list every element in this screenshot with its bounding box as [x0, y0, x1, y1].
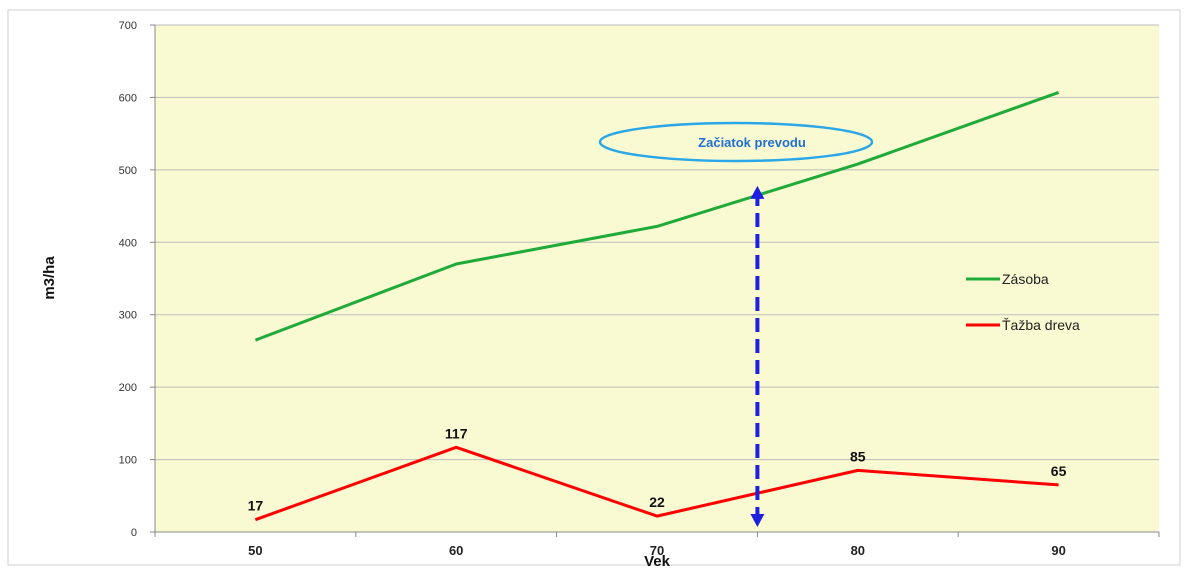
- annotation-arrow-head-down: [750, 514, 765, 527]
- y-tick-label-700: 700: [119, 20, 137, 32]
- legend-label-1: Ťažba dreva: [1002, 317, 1080, 333]
- annotation-arrow-head-up: [750, 185, 765, 199]
- annotation-ellipse: [598, 121, 874, 163]
- series: 17 117 22 85 65: [248, 90, 1067, 522]
- annotation-text: Začiatok prevodu: [698, 135, 806, 150]
- y-tick-label-600: 600: [119, 92, 137, 104]
- series-line-0: [254, 90, 1060, 342]
- data-label-1-2: 22: [649, 494, 665, 510]
- y-tick-label-400: 400: [119, 237, 137, 249]
- data-label-1-0: 17: [248, 498, 264, 514]
- data-label-1-1: 117: [445, 425, 468, 441]
- y-tick-label-200: 200: [119, 382, 137, 394]
- x-axis-label: Vek: [644, 553, 671, 569]
- y-axis-label: m3/ha: [41, 256, 58, 300]
- y-tick-label-100: 100: [119, 455, 137, 467]
- legend: Zásoba Ťažba dreva: [966, 271, 1080, 333]
- x-tick-label-90: 90: [1051, 543, 1065, 558]
- annotation: Začiatok prevodu: [598, 121, 874, 527]
- legend-label-0: Zásoba: [1002, 271, 1049, 287]
- y-tick-label-0: 0: [131, 527, 137, 539]
- x-tick-label-70: 70: [650, 543, 664, 558]
- data-label-1-3: 85: [850, 448, 866, 464]
- x-tick-label-60: 60: [449, 543, 463, 558]
- x-tick-label-50: 50: [248, 543, 262, 558]
- axes: 0 100 200 300 400 500 600 700 50 60 70 80 90: [119, 20, 1160, 558]
- y-tick-label-300: 300: [119, 310, 137, 322]
- x-tick-label-80: 80: [851, 543, 865, 558]
- grid-lines: [155, 24, 1159, 461]
- y-tick-label-500: 500: [119, 165, 137, 177]
- data-label-1-4: 65: [1051, 463, 1067, 479]
- series-line-1: [254, 445, 1059, 522]
